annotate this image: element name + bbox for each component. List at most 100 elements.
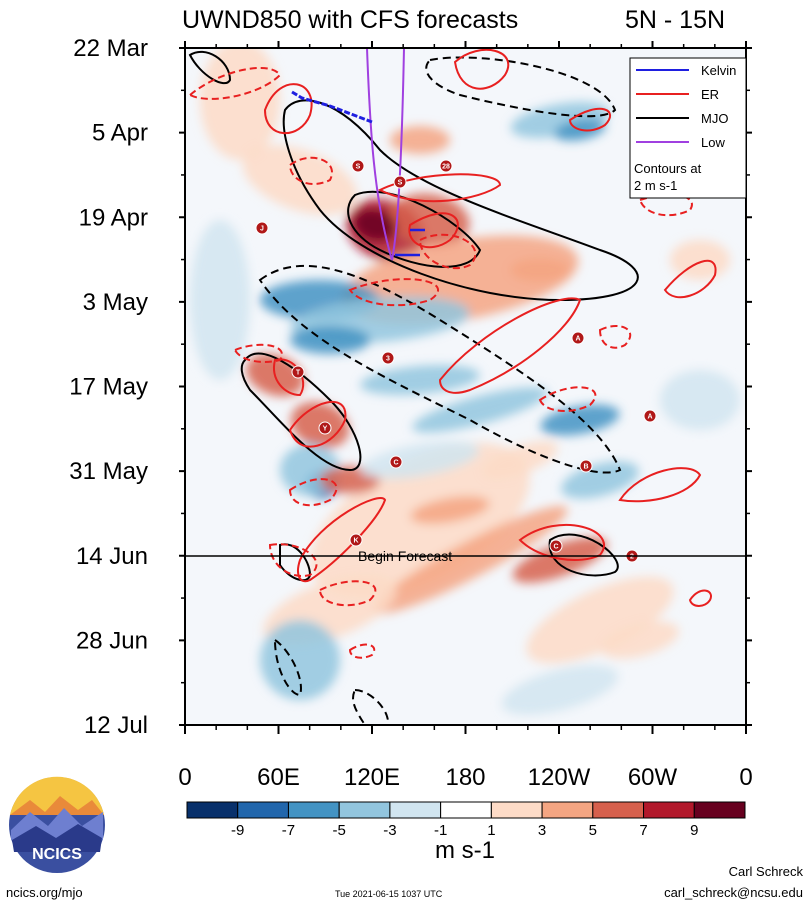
footer-timestamp: Tue 2021-06-15 1037 UTC xyxy=(335,889,443,899)
anomaly-blob xyxy=(510,258,570,282)
x-tick-label: 120E xyxy=(344,764,400,791)
anomaly-blob xyxy=(200,48,280,160)
colorbar-swatch xyxy=(541,801,594,819)
ncics-logo: NCICS xyxy=(9,776,105,873)
x-tick-label: 60W xyxy=(628,764,678,791)
y-tick-label: 22 Mar xyxy=(73,35,148,62)
colorbar-tick-label: -9 xyxy=(231,822,244,839)
x-tick-label: 180 xyxy=(445,764,485,791)
mjo-contour-negative xyxy=(273,638,302,697)
er-contour xyxy=(568,107,612,132)
footer-email: carl_schreck@ncsu.edu xyxy=(664,885,803,900)
anomaly-blob xyxy=(512,537,608,583)
er-contour-negative xyxy=(348,278,439,307)
storm-marker: 28 xyxy=(439,159,453,173)
anomaly-blob xyxy=(290,326,370,354)
er-contour-negative xyxy=(598,325,632,349)
storm-marker-label: B xyxy=(583,464,588,471)
storm-marker: A xyxy=(571,331,585,345)
er-contour-negative xyxy=(538,386,597,412)
er-contour-negative xyxy=(288,156,333,185)
storm-marker-label: 28 xyxy=(442,164,450,171)
colorbar-swatch xyxy=(693,801,746,819)
chart-region: 5N - 15N xyxy=(625,6,725,34)
er-contour-negative xyxy=(288,478,338,507)
storm-marker-label: C xyxy=(553,544,558,551)
er-contour xyxy=(408,212,459,249)
y-tick-label: 31 May xyxy=(69,458,148,485)
storm-marker-label: 3 xyxy=(386,356,390,363)
mjo-contour-negative xyxy=(425,56,617,118)
er-contour xyxy=(288,401,347,448)
x-tick-label: 0 xyxy=(178,764,191,791)
er-contour xyxy=(263,83,313,135)
colorbar-swatch xyxy=(440,801,492,819)
storm-marker: Y xyxy=(318,421,332,435)
colorbar-swatch xyxy=(237,801,289,819)
colorbar-swatch xyxy=(389,801,442,819)
er-contour-negative xyxy=(233,343,283,363)
legend-kelvin-label: Kelvin xyxy=(701,63,736,78)
legend-er-label: ER xyxy=(701,87,719,102)
colorbar-tick-label: -5 xyxy=(333,822,346,839)
anomaly-blob xyxy=(372,505,568,615)
y-tick-label: 19 Apr xyxy=(79,204,148,231)
er-contour-negative xyxy=(318,580,377,607)
colorbar-swatch xyxy=(287,801,340,819)
anomaly-blob xyxy=(390,126,450,154)
anomaly-blob xyxy=(601,621,679,659)
er-contour xyxy=(377,173,502,203)
colorbar-swatch xyxy=(186,801,239,819)
storm-marker-label: A xyxy=(575,336,580,343)
colorbar-tick-label: 7 xyxy=(639,822,647,839)
colorbar-tick-label: 3 xyxy=(538,822,546,839)
forecast-label: Begin Forecast xyxy=(358,548,452,564)
colorbar-tick-label: 9 xyxy=(690,822,698,839)
storm-markers: S S 28 J T 3 A A Y C B K C 2 xyxy=(255,159,657,563)
legend-note-line2: 2 m s-1 xyxy=(634,178,677,193)
x-tick-label: 0 xyxy=(739,764,752,791)
storm-marker: A xyxy=(643,409,657,423)
x-axis: 0 60E 120E 180 120W 60W 0 xyxy=(178,41,753,791)
colorbar-swatch xyxy=(338,801,391,819)
colorbar-tick-label: -7 xyxy=(282,822,295,839)
er-contour-negative xyxy=(188,67,282,100)
legend-low-label: Low xyxy=(701,135,725,150)
anomaly-blob xyxy=(660,370,740,430)
er-contour-negative xyxy=(418,233,477,270)
storm-marker: K xyxy=(349,533,363,547)
colorbar-tick-label: 5 xyxy=(589,822,597,839)
y-tick-label: 3 May xyxy=(83,289,148,316)
y-tick-label: 12 Jul xyxy=(84,712,148,739)
storm-marker: S xyxy=(393,175,407,189)
anomaly-blob xyxy=(412,387,548,433)
storm-marker-label: C xyxy=(393,460,398,467)
storm-marker-label: T xyxy=(296,370,301,377)
storm-marker-label: J xyxy=(260,226,264,233)
storm-marker-label: K xyxy=(353,538,358,545)
storm-marker-label: S xyxy=(398,180,403,187)
storm-marker: C xyxy=(549,539,563,553)
storm-marker-label: 2 xyxy=(630,554,634,561)
mjo-contour-negative xyxy=(352,688,390,725)
logo-text: NCICS xyxy=(32,846,82,863)
er-contour xyxy=(297,497,387,583)
colorbar-swatch xyxy=(490,801,543,819)
colorbar: -9 -7 -5 -3 -1 1 3 5 7 9 xyxy=(186,801,746,839)
colorbar-tick-label: -1 xyxy=(434,822,447,839)
er-contour xyxy=(273,358,305,397)
chart-title: UWND850 with CFS forecasts xyxy=(182,6,518,34)
y-tick-label: 28 Jun xyxy=(76,627,148,654)
legend-note-line1: Contours at xyxy=(634,161,702,176)
anomaly-blob xyxy=(482,441,558,479)
x-tick-label: 60E xyxy=(257,764,300,791)
storm-marker: T xyxy=(291,365,305,379)
mjo-contour xyxy=(347,190,482,268)
mjo-contour xyxy=(188,50,232,85)
storm-marker-label: S xyxy=(356,164,361,171)
anomaly-blob xyxy=(360,365,480,395)
storm-marker: 3 xyxy=(381,351,395,365)
colorbar-tick-label: -3 xyxy=(383,822,396,839)
y-tick-label: 5 Apr xyxy=(92,120,148,147)
